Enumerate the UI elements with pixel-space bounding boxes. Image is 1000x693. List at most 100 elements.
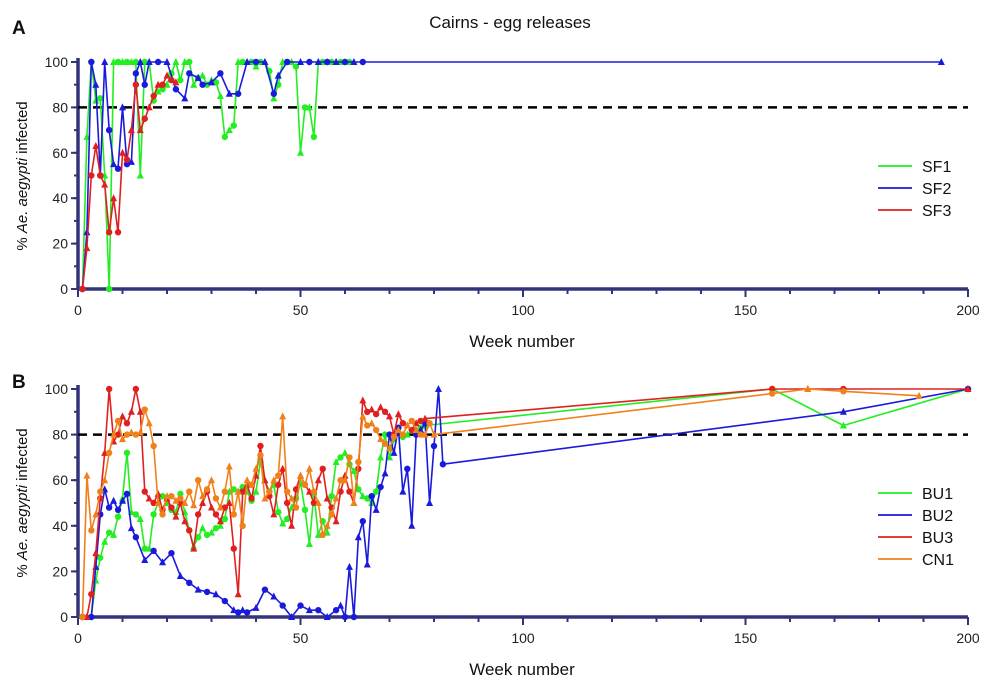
- data-point: [225, 89, 233, 97]
- data-point: [186, 579, 193, 586]
- data-point: [341, 471, 349, 479]
- data-point: [354, 533, 362, 541]
- y-axis-label: % Ae. aegypti infected: [14, 101, 31, 250]
- x-tick-label: 50: [293, 302, 309, 318]
- panel-a: A Cairns - egg releases Week number % Ae…: [12, 13, 980, 351]
- legend-label: SF1: [922, 159, 951, 176]
- data-point: [323, 494, 331, 502]
- data-point: [381, 440, 389, 447]
- data-point: [114, 431, 122, 438]
- data-point: [127, 157, 135, 165]
- data-point: [359, 396, 367, 404]
- data-point: [177, 499, 184, 507]
- data-point: [399, 420, 407, 427]
- data-point: [216, 521, 224, 529]
- data-point: [314, 476, 322, 484]
- data-point: [97, 172, 104, 179]
- data-point: [394, 426, 402, 434]
- data-point: [368, 419, 376, 427]
- legend-label: SF2: [922, 181, 951, 198]
- data-point: [390, 433, 398, 441]
- data-point: [110, 530, 118, 538]
- data-point: [132, 511, 140, 518]
- data-point: [408, 521, 416, 529]
- data-point: [283, 58, 291, 66]
- x-axis-label: Week number: [469, 660, 575, 679]
- data-point: [257, 442, 264, 450]
- data-point: [403, 421, 411, 429]
- data-point: [804, 385, 812, 392]
- data-point: [105, 529, 113, 536]
- y-tick-label: 20: [52, 563, 68, 579]
- series-bu1: [79, 385, 972, 621]
- data-point: [216, 503, 224, 511]
- data-point: [297, 58, 304, 65]
- data-point: [119, 103, 126, 111]
- data-point: [292, 504, 300, 511]
- data-point: [288, 613, 296, 620]
- data-point: [274, 71, 282, 79]
- data-point: [114, 513, 122, 520]
- data-point: [221, 133, 229, 141]
- data-point: [105, 449, 113, 457]
- x-tick-label: 50: [293, 630, 309, 646]
- data-point: [181, 517, 189, 525]
- data-point: [105, 285, 113, 293]
- data-point: [315, 606, 322, 614]
- data-point: [221, 515, 229, 523]
- data-point: [412, 426, 420, 434]
- data-point: [839, 421, 847, 429]
- legend-label: SF3: [922, 203, 951, 220]
- data-point: [132, 58, 140, 66]
- data-point: [345, 562, 353, 570]
- data-point: [159, 81, 166, 88]
- series-bu2: [79, 385, 972, 621]
- data-point: [275, 508, 282, 516]
- data-point: [154, 58, 162, 66]
- data-point: [127, 126, 135, 134]
- data-point: [136, 428, 144, 436]
- data-point: [132, 70, 140, 77]
- y-tick-label: 100: [45, 54, 69, 70]
- data-point: [270, 476, 278, 484]
- y-tick-label: 40: [52, 190, 68, 206]
- data-point: [341, 58, 349, 66]
- data-point: [332, 457, 340, 465]
- legend-item: SF2: [878, 181, 951, 198]
- data-point: [216, 92, 224, 100]
- data-point: [439, 461, 447, 468]
- data-point: [92, 510, 100, 518]
- data-point: [199, 71, 207, 79]
- data-point: [964, 385, 972, 392]
- data-point: [840, 388, 847, 395]
- data-point: [132, 431, 140, 438]
- data-point: [119, 496, 126, 504]
- y-tick-label: 40: [52, 518, 68, 534]
- data-point: [252, 487, 260, 495]
- y-tick-label: 80: [52, 99, 68, 115]
- data-point: [350, 58, 358, 65]
- data-point: [181, 499, 189, 506]
- data-point: [346, 488, 353, 495]
- data-point: [203, 588, 211, 596]
- data-point: [417, 431, 424, 438]
- chart-title: Cairns - egg releases: [429, 13, 591, 32]
- data-point: [252, 603, 260, 611]
- data-point: [252, 464, 260, 472]
- data-point: [372, 505, 380, 513]
- data-point: [105, 385, 113, 393]
- data-point: [421, 414, 429, 422]
- legend-item: BU1: [878, 486, 953, 503]
- data-point: [177, 495, 184, 502]
- data-point: [141, 406, 148, 413]
- data-point: [364, 408, 371, 415]
- series-sf2: [79, 58, 945, 293]
- data-point: [279, 464, 287, 472]
- data-point: [199, 524, 207, 532]
- legend-label: BU1: [922, 486, 953, 503]
- series-line: [81, 61, 942, 290]
- data-point: [101, 476, 109, 484]
- x-tick-label: 200: [956, 630, 980, 646]
- data-point: [408, 417, 415, 425]
- data-point: [83, 471, 91, 479]
